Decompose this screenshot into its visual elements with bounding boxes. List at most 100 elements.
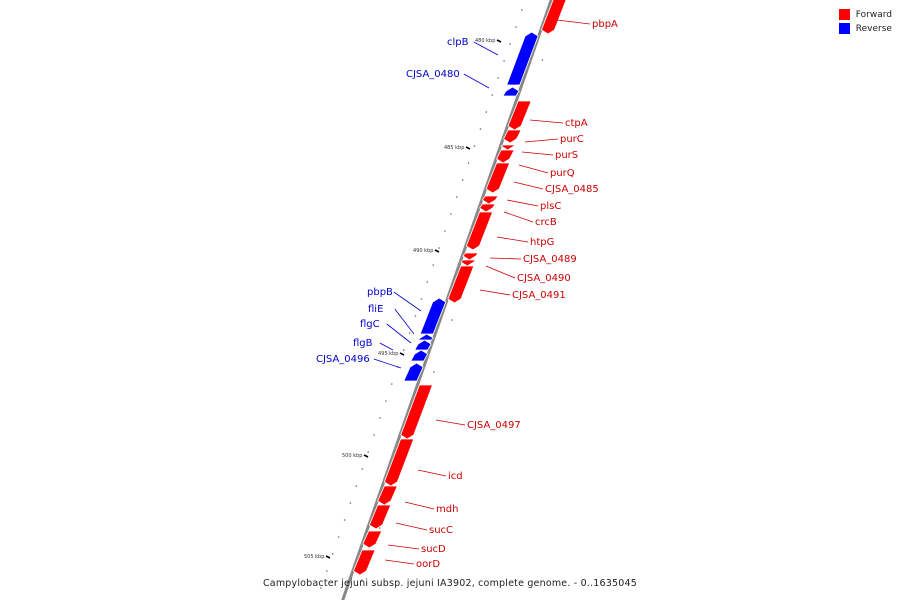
gene-feature-icd: icd (383, 438, 463, 487)
gene-connector (524, 138, 559, 143)
gene-label: ctpA (565, 118, 588, 129)
gene-feature-mdh: mdh (377, 485, 458, 515)
gene-feature-CJSA_0489: CJSA_0489 (462, 252, 577, 265)
gene-label: clpB (447, 37, 469, 48)
legend-item-reverse: Reverse (838, 23, 892, 34)
gene-arrow (403, 362, 424, 382)
track-dot-right (378, 527, 381, 529)
gene-arrow (507, 100, 532, 131)
gene-connector (384, 559, 415, 565)
track-dot-left (461, 179, 464, 181)
gene-label: purQ (550, 168, 575, 179)
track-dot-left (426, 281, 429, 283)
tick-label: 500 kbp (342, 453, 362, 459)
gene-label: pbpA (592, 19, 618, 30)
gene-connector (503, 211, 534, 223)
gene-label: crcB (535, 217, 557, 228)
gene-label: plsC (540, 201, 561, 212)
track-dot-left (467, 162, 470, 164)
gene-connector (485, 265, 516, 279)
gene-label: CJSA_0480 (406, 69, 460, 80)
legend-label-forward: Forward (855, 9, 892, 20)
track-dot-left (361, 468, 364, 470)
track-dot-left (432, 264, 434, 266)
gene-connector (513, 181, 544, 190)
track-dot-left (402, 349, 405, 351)
gene-label: sucD (421, 544, 446, 555)
track-dot-left (343, 519, 346, 521)
gene-connector (404, 501, 435, 510)
gene-label: icd (448, 471, 463, 482)
gene-arrow (400, 384, 434, 440)
track-dot-left (485, 111, 488, 113)
gene-feature-oorD: oorD (352, 549, 440, 576)
gene-feature-plsC: plsC (481, 195, 561, 212)
track-dot-left (455, 196, 458, 198)
gene-arrow (377, 485, 398, 506)
gene-connector (393, 291, 422, 312)
gene-arrow (383, 438, 415, 487)
tick-mark (363, 454, 369, 458)
tick-label: 490 kbp (413, 248, 433, 254)
gene-label: CJSA_0489 (523, 254, 577, 265)
tick-mark (496, 39, 502, 43)
gene-connector (373, 358, 402, 369)
gene-arrow (496, 149, 515, 164)
track-dot-left (438, 247, 440, 249)
track-dot-left (473, 145, 476, 147)
track-dot-left (379, 417, 381, 419)
gene-arrow (500, 144, 518, 151)
tick-mark (399, 352, 405, 356)
gene-label: CJSA_0490 (517, 273, 571, 284)
gene-connector (489, 257, 522, 260)
gene-label: CJSA_0491 (512, 290, 566, 301)
gene-label: flgC (360, 319, 380, 330)
gene-arrow (462, 252, 480, 261)
track-dot-right (433, 371, 435, 373)
gene-feature-purS: purS (500, 144, 578, 161)
gene-label: purS (555, 150, 578, 161)
gene-feature-sucC: sucC (368, 504, 453, 536)
gene-connector (379, 342, 394, 351)
track-dot-left (414, 315, 417, 317)
gene-feature-CJSA_0485: CJSA_0485 (485, 162, 599, 195)
gene-arrow (362, 530, 383, 549)
track-dot-left (520, 9, 523, 11)
gene-label: CJSA_0497 (467, 420, 521, 431)
gene-arrow (503, 129, 522, 144)
gene-label: sucC (429, 525, 453, 536)
track-dot-left (331, 553, 334, 555)
gene-feature-sucD: sucD (362, 530, 446, 555)
gene-feature-flgB: flgB (353, 338, 429, 362)
genome-backbone (341, 0, 553, 600)
gene-connector (463, 73, 490, 89)
gene-label: mdh (436, 504, 458, 515)
gene-feature-CJSA_0496: CJSA_0496 (316, 354, 424, 382)
gene-label: CJSA_0496 (316, 354, 370, 365)
gene-connector (386, 323, 412, 344)
gene-connector (496, 236, 529, 243)
gene-label: CJSA_0485 (545, 184, 599, 195)
track-dot-left (391, 383, 393, 385)
track-dot-right (541, 59, 544, 61)
legend-label-reverse: Reverse (855, 23, 892, 34)
track-dot-right (360, 579, 363, 581)
gene-connector (395, 522, 428, 531)
gene-arrow (485, 162, 511, 194)
track-dot-left (420, 298, 423, 300)
tick-label: 505 kbp (304, 554, 324, 560)
track-dot-left (444, 230, 446, 232)
forward-swatch (838, 9, 850, 20)
gene-connector (518, 164, 549, 174)
gene-arrow (368, 504, 392, 530)
gene-arrow (413, 339, 432, 351)
track-dot-left (408, 332, 411, 334)
track-dot-left (450, 213, 452, 215)
gene-feature-ctpA: ctpA (507, 100, 588, 131)
gene-label: pbpB (367, 287, 393, 298)
gene-connector (479, 289, 511, 296)
track-dot-left (509, 43, 511, 45)
gene-arrow (502, 86, 520, 97)
map-caption: Campylobacter jejuni subsp. jejuni IA390… (262, 578, 638, 589)
track-dot-left (491, 94, 494, 96)
